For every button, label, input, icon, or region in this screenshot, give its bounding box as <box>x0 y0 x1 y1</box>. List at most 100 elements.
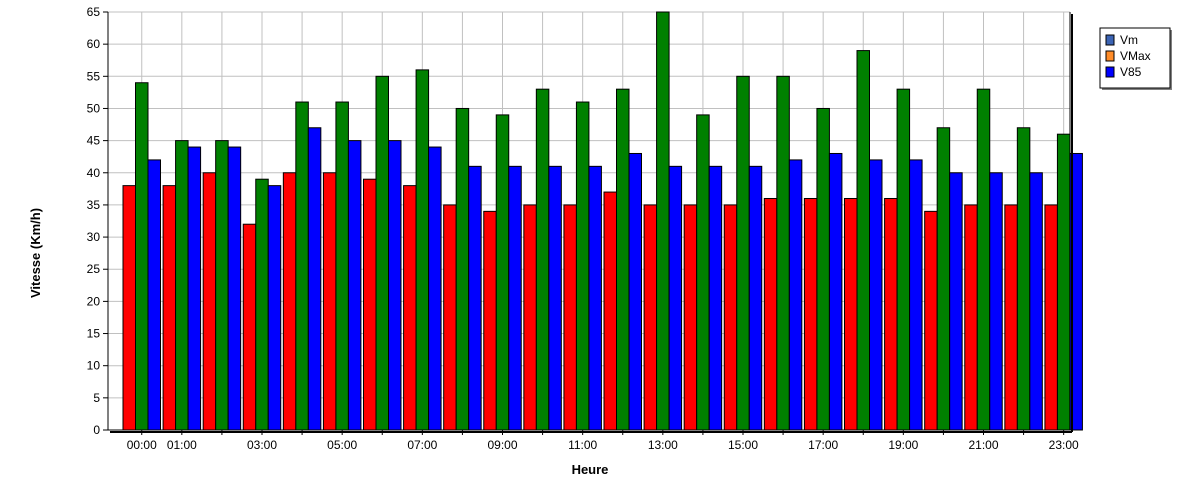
bar <box>1056 133 1071 431</box>
x-tick-label: 15:00 <box>728 438 758 452</box>
bar <box>696 114 710 431</box>
legend: Vm VMax V85 <box>1099 27 1172 90</box>
bar <box>175 140 189 431</box>
bar <box>856 50 870 431</box>
bar <box>896 88 911 431</box>
y-axis-title: Vitesse (Km/h) <box>28 208 43 298</box>
y-tick-label: 25 <box>87 262 101 276</box>
bars <box>122 11 1083 431</box>
bar <box>628 152 642 431</box>
bar <box>122 185 136 431</box>
y-tick-label: 50 <box>87 101 101 115</box>
legend-entry: Vm <box>1120 33 1138 47</box>
y-tick-label: 20 <box>87 294 101 308</box>
x-tick-label: 03:00 <box>247 438 277 452</box>
bar <box>483 210 497 431</box>
y-tick-label: 30 <box>87 230 101 244</box>
bar <box>964 204 978 431</box>
x-tick-label: 17:00 <box>808 438 838 452</box>
bar <box>884 197 898 431</box>
bar <box>282 172 297 431</box>
x-tick-label: 13:00 <box>648 438 678 452</box>
bar <box>335 101 349 431</box>
y-tick-label: 5 <box>93 391 100 405</box>
y-tick-label: 45 <box>87 134 101 148</box>
x-tick-label: 00:00 <box>127 438 157 452</box>
bar <box>976 88 991 431</box>
bar <box>575 101 590 431</box>
bar <box>147 159 161 431</box>
bar <box>1044 204 1058 431</box>
legend-swatch <box>1105 50 1115 62</box>
bar <box>1016 127 1031 431</box>
bar <box>388 140 402 431</box>
bar <box>869 159 883 431</box>
axes: 0 5 10 15 20 25 30 35 40 45 50 55 60 65 00:00 01:00 03:0… <box>87 5 1079 452</box>
bar <box>202 172 217 431</box>
bar <box>548 165 562 431</box>
x-tick-label: 09:00 <box>487 438 517 452</box>
bar <box>844 197 858 431</box>
bar <box>495 114 510 431</box>
bar <box>1004 204 1018 431</box>
bar <box>708 165 723 431</box>
bar <box>723 204 738 431</box>
bar <box>736 75 750 431</box>
bar <box>267 185 282 431</box>
bar <box>255 178 269 431</box>
bar <box>788 159 803 431</box>
bar <box>924 210 938 431</box>
bar <box>347 140 362 431</box>
bar <box>508 165 522 431</box>
y-tick-label: 60 <box>87 37 101 51</box>
bar <box>643 204 658 431</box>
bar <box>468 165 482 431</box>
bar <box>443 204 457 431</box>
bar <box>989 172 1003 431</box>
bar <box>656 11 670 431</box>
y-tick-label: 10 <box>87 359 101 373</box>
bar <box>162 185 177 431</box>
bar <box>242 223 257 431</box>
bar <box>603 191 617 431</box>
x-tick-label: 23:00 <box>1049 438 1079 452</box>
bar <box>949 172 963 431</box>
bar <box>535 88 550 431</box>
bar <box>363 178 377 431</box>
legend-swatch <box>1105 34 1115 46</box>
bar <box>1029 172 1043 431</box>
bar <box>415 69 430 431</box>
x-tick-label: 21:00 <box>968 438 998 452</box>
y-tick-label: 0 <box>93 423 100 437</box>
x-tick-label: 01:00 <box>167 438 197 452</box>
bar <box>227 146 242 431</box>
bar <box>828 152 843 431</box>
bar <box>748 165 763 431</box>
y-tick-label: 40 <box>87 166 101 180</box>
bar <box>763 197 778 431</box>
bar <box>295 101 309 431</box>
x-tick-label: 11:00 <box>568 438 597 452</box>
bar <box>616 88 630 431</box>
bar <box>816 107 830 431</box>
bar <box>403 185 417 431</box>
bar <box>307 127 322 431</box>
legend-entry: VMax <box>1120 49 1151 63</box>
x-tick-label: 07:00 <box>407 438 437 452</box>
y-tick-label: 15 <box>87 327 101 341</box>
bar <box>909 159 923 431</box>
bar <box>668 165 683 431</box>
x-axis-title: Heure <box>572 462 609 477</box>
legend-swatch <box>1105 66 1115 78</box>
bar <box>135 82 149 431</box>
bar <box>803 197 818 431</box>
bar <box>375 75 389 431</box>
y-tick-label: 35 <box>87 198 101 212</box>
bar <box>936 127 951 431</box>
bar <box>215 140 229 431</box>
x-tick-label: 19:00 <box>888 438 918 452</box>
x-tick-label: 05:00 <box>327 438 357 452</box>
legend-entry: V85 <box>1120 65 1142 79</box>
